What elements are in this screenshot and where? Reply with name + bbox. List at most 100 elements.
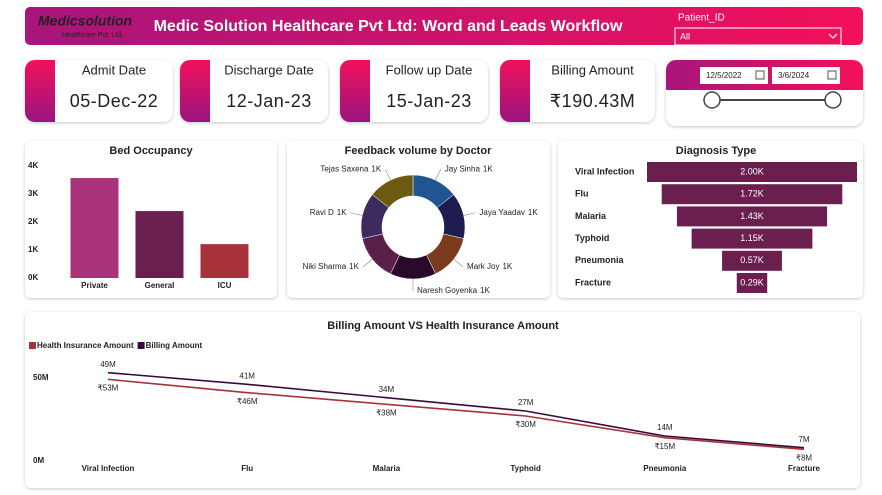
x-tick-label: Viral Infection [82, 464, 135, 473]
x-tick-label: Fracture [788, 464, 821, 473]
logo-sub: Healthcare Pvt. Ltd. [62, 32, 124, 39]
category-label: Pneumonia [575, 255, 625, 265]
dashboard-title: Medic Solution Healthcare Pvt Ltd: Word … [154, 18, 623, 35]
data-label: 27M [518, 398, 534, 407]
category-label: Viral Infection [575, 166, 634, 176]
funnel-bar [736, 273, 768, 293]
slice-label: Tejas Saxena 1K [320, 164, 381, 173]
bar [200, 244, 249, 278]
slice-label: Jaya Yaadav 1K [479, 208, 538, 217]
panel [287, 141, 550, 298]
value-label: 0.29K [740, 277, 764, 287]
data-label: ₹30M [515, 420, 536, 429]
funnel-bar [661, 184, 843, 205]
data-label: ₹8M [796, 453, 813, 462]
x-tick-label: ICU [218, 281, 232, 290]
slice-value: 1K [502, 262, 512, 271]
funnel-bar [722, 250, 782, 271]
kpi-accent [25, 60, 55, 122]
line-series [107, 378, 805, 451]
slice-name: Jaya Yaadav [479, 208, 525, 217]
filter-dropdown[interactable] [674, 27, 842, 46]
kpi-value: 05-Dec-22 [70, 91, 159, 111]
kpi-label: Follow up Date [386, 62, 473, 77]
legend-swatch [29, 342, 36, 349]
kpi-label: Discharge Date [224, 62, 314, 77]
leader-line [384, 169, 391, 181]
calendar-icon [827, 70, 837, 80]
chart-title: Diagnosis Type [676, 145, 756, 157]
chart-title: Billing Amount VS Health Insurance Amoun… [327, 320, 559, 332]
funnel-bar [647, 162, 857, 182]
x-tick-label: Private [81, 281, 108, 290]
value-label: 0.57K [740, 255, 764, 265]
kpi-accent [180, 60, 210, 122]
slider-handle[interactable] [703, 91, 721, 109]
date-start: 12/5/2022 [706, 71, 742, 80]
category-label: Malaria [575, 211, 607, 221]
slice-label: Jay Sinha 1K [445, 164, 494, 173]
data-label: 49M [100, 360, 116, 369]
slice-value: 1K [349, 262, 359, 271]
slice-name: Niki Sharma [303, 262, 347, 271]
x-tick-label: General [145, 281, 175, 290]
kpi-label: Billing Amount [551, 62, 634, 77]
kpi-card [340, 60, 488, 122]
y-tick-label: 4K [28, 161, 38, 170]
funnel-bar [676, 206, 828, 227]
date-end: 3/6/2024 [778, 71, 810, 80]
value-label: 2.00K [740, 166, 764, 176]
data-label: 34M [379, 385, 395, 394]
category-label: Typhoid [575, 233, 609, 243]
leader-line [463, 212, 476, 216]
line-series [107, 371, 805, 449]
x-tick-label: Malaria [373, 464, 401, 473]
data-label: ₹46M [237, 397, 258, 406]
slice-label: Niki Sharma 1K [303, 262, 360, 271]
leader-line [362, 259, 373, 268]
y-tick-label: 0M [33, 456, 44, 465]
filter-value: All [680, 31, 690, 41]
y-tick-label: 50M [33, 373, 49, 382]
kpi-accent [340, 60, 370, 122]
data-label: ₹15M [654, 442, 675, 451]
category-label: Fracture [575, 277, 611, 287]
data-label: ₹53M [98, 383, 119, 392]
header-bar [25, 7, 863, 45]
leader-line [350, 212, 363, 216]
slice-name: Naresh Goyenka [417, 286, 478, 295]
date-end-box[interactable] [772, 67, 840, 84]
data-label: 14M [657, 423, 673, 432]
x-tick-label: Typhoid [510, 464, 541, 473]
value-label: 1.72K [740, 189, 764, 199]
kpi-card [500, 60, 655, 122]
slice-value: 1K [371, 164, 381, 173]
slice-label: Naresh Goyenka 1K [417, 286, 490, 295]
y-tick-label: 3K [28, 189, 38, 198]
legend-label: Billing Amount [146, 341, 203, 350]
kpi-card [25, 60, 173, 122]
data-label: ₹38M [376, 408, 397, 417]
pie-slice [371, 174, 414, 209]
calendar-icon [755, 70, 765, 80]
data-label: 7M [798, 435, 809, 444]
slice-value: 1K [480, 286, 490, 295]
value-label: 1.43K [740, 211, 764, 221]
y-tick-label: 1K [28, 245, 38, 254]
legend-swatch [137, 342, 145, 349]
funnel-bar [691, 228, 813, 249]
x-tick-label: Pneumonia [643, 464, 687, 473]
slice-value: 1K [337, 208, 347, 217]
kpi-value: ₹190.43M [550, 91, 636, 111]
bar [70, 178, 119, 278]
slice-name: Jay Sinha [445, 164, 481, 173]
category-label: Flu [575, 189, 589, 199]
panel [25, 312, 860, 488]
legend-label: Health Insurance Amount [37, 341, 134, 350]
data-label: 41M [239, 371, 255, 380]
kpi-accent [500, 60, 530, 122]
date-start-box[interactable] [700, 67, 768, 84]
leader-line [453, 259, 464, 268]
slider-handle[interactable] [824, 91, 842, 109]
